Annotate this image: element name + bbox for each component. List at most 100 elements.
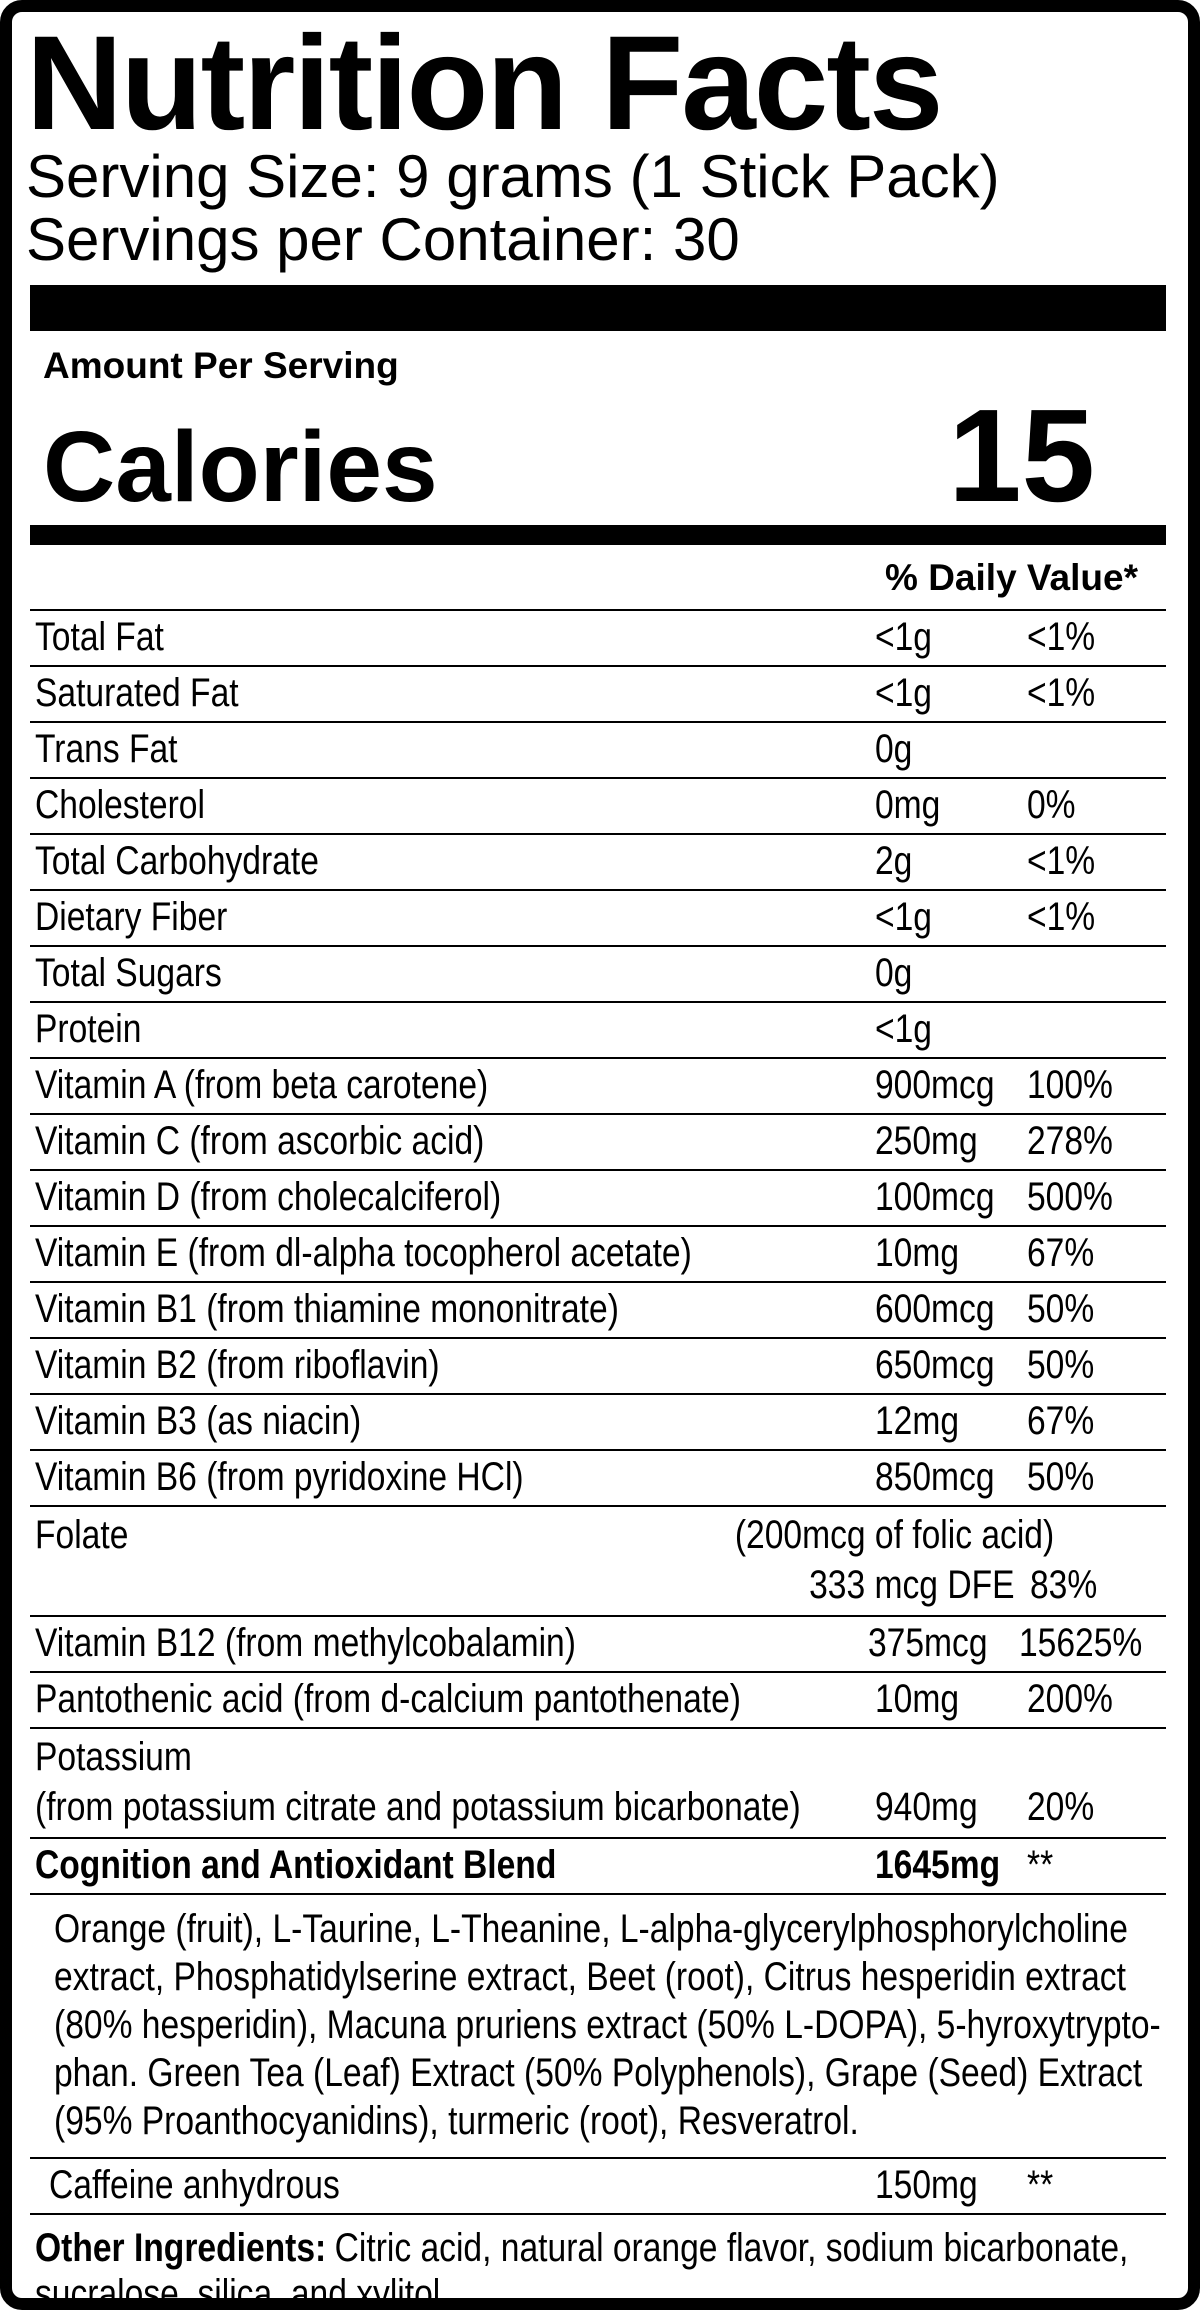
nutrient-name: Vitamin B12 (from methylcobalamin) (35, 1621, 576, 1666)
serving-size: Serving Size: 9 grams (1 Stick Pack) (26, 143, 1000, 211)
blend-ingredient-line: (80% hesperidin), Macuna pruriens extrac… (54, 2001, 1166, 2049)
nutrient-name: Trans Fat (35, 727, 178, 772)
nutrient-name: Dietary Fiber (35, 895, 228, 940)
nutrient-row: Cognition and Antioxidant Blend 1645mg ** (30, 1839, 1166, 1895)
nutrient-row: Trans Fat 0g (30, 723, 1166, 779)
nutrient-dv: 15625% (1019, 1621, 1143, 1666)
nutrient-amount: <1g (875, 1007, 933, 1052)
nutrient-dv (1027, 1007, 1166, 1052)
nutrient-dv: 278% (1027, 1119, 1113, 1164)
nutrient-note: (200mcg of folic acid) (734, 1513, 1054, 1558)
nutrient-amount: 12mg (875, 1399, 960, 1444)
nutrient-dv: 50% (1027, 1455, 1095, 1500)
nutrient-dv: <1% (1027, 895, 1096, 940)
nutrient-name: Vitamin D (from cholecalciferol) (35, 1175, 502, 1220)
nutrient-name: Total Fat (35, 615, 164, 660)
nutrient-dv: ** (1027, 2163, 1054, 2208)
nutrient-row: Total Fat <1g <1% (30, 611, 1166, 667)
nutrient-note: (from potassium citrate and potassium bi… (35, 1785, 801, 1830)
nutrient-name: Vitamin B2 (from riboflavin) (35, 1343, 440, 1388)
daily-value-header: % Daily Value* (30, 545, 1166, 611)
nutrient-amount: 850mcg (875, 1455, 995, 1500)
nutrient-name: Vitamin C (from ascorbic acid) (35, 1119, 485, 1164)
blend-ingredient-text: extract, Phosphatidylserine extract, Bee… (54, 1954, 1126, 1999)
nutrient-detail-line: (from potassium citrate and potassium bi… (35, 1783, 1166, 1833)
nutrient-amount: 900mcg (875, 1063, 995, 1108)
calories-label: Calories (43, 411, 438, 524)
nutrient-row: Total Carbohydrate 2g <1% (30, 835, 1166, 891)
nutrient-amount: 0mg (875, 783, 941, 828)
blend-ingredient-text: (95% Proanthocyanidins), turmeric (root)… (54, 2098, 859, 2143)
nutrient-dv: 200% (1027, 1677, 1113, 1722)
blend-ingredient-line: phan. Green Tea (Leaf) Extract (50% Poly… (54, 2049, 1166, 2097)
nutrient-dv: 67% (1027, 1399, 1095, 1444)
label-title: Nutrition Facts (26, 9, 943, 158)
nutrient-amount: 333 mcg DFE (809, 1563, 1015, 1608)
nutrient-rows: Total Fat <1g <1% Saturated Fat <1g <1% Trans … (30, 611, 1166, 2215)
nutrient-name: Vitamin E (from dl-alpha tocopherol acet… (35, 1231, 692, 1276)
nutrient-name: Potassium (35, 1735, 192, 1780)
nutrient-name: Total Sugars (35, 951, 222, 996)
nutrient-name: Pantothenic acid (from d-calcium pantoth… (35, 1677, 741, 1722)
nutrient-row: Cholesterol 0mg 0% (30, 779, 1166, 835)
nutrient-dv: 0% (1027, 783, 1076, 828)
blend-ingredients-paragraph: Orange (fruit), L-Taurine, L-Theanine, L… (30, 1895, 1166, 2159)
blend-ingredient-text: phan. Green Tea (Leaf) Extract (50% Poly… (54, 2050, 1143, 2095)
nutrient-amount: <1g (875, 671, 933, 716)
nutrient-row: Protein <1g (30, 1003, 1166, 1059)
servings-per-container: Servings per Container: 30 (26, 206, 740, 274)
nutrient-row: Pantothenic acid (from d-calcium pantoth… (30, 1673, 1166, 1729)
nutrient-name: Vitamin B1 (from thiamine mononitrate) (35, 1287, 619, 1332)
calories-value: 15 (948, 382, 1095, 530)
nutrient-dv: <1% (1027, 839, 1096, 884)
nutrient-row: Caffeine anhydrous 150mg ** (30, 2159, 1166, 2215)
nutrient-row: Vitamin D (from cholecalciferol) 100mcg 50… (30, 1171, 1166, 1227)
nutrient-name: Cholesterol (35, 783, 205, 828)
amount-per-serving-heading: Amount Per Serving (43, 345, 399, 387)
nutrient-dv: <1% (1027, 615, 1096, 660)
blend-ingredient-text: Orange (fruit), L-Taurine, L-Theanine, L… (54, 1906, 1128, 1951)
mid-divider-bar (30, 524, 1166, 545)
nutrient-dv: 500% (1027, 1175, 1113, 1220)
nutrient-row-potassium: Potassium (from potassium citrate and pot… (30, 1729, 1166, 1839)
nutrient-amount: 1645mg (875, 1843, 1001, 1888)
nutrient-amount: 150mg (875, 2163, 978, 2208)
nutrient-row: Vitamin B2 (from riboflavin) 650mcg 50% (30, 1339, 1166, 1395)
other-ingredients-block: Other Ingredients: Citric acid, natural o… (35, 2225, 1144, 2310)
nutrient-name-line: Potassium (35, 1733, 1166, 1783)
nutrient-row: Vitamin B3 (as niacin) 12mg 67% (30, 1395, 1166, 1451)
nutrient-amount: 250mg (875, 1119, 978, 1164)
nutrient-row: Total Sugars 0g (30, 947, 1166, 1003)
folate-line-2: 333 mcg DFE 83% (35, 1561, 1166, 1611)
nutrient-row-folate: Folate (200mcg of folic acid) 333 mcg DFE 8… (30, 1507, 1166, 1617)
nutrient-dv: 50% (1027, 1343, 1095, 1388)
nutrient-row: Vitamin C (from ascorbic acid) 250mg 278% (30, 1115, 1166, 1171)
nutrient-name: Caffeine anhydrous (49, 2163, 340, 2208)
nutrient-dv: 83% (1030, 1563, 1098, 1608)
nutrient-row: Vitamin A (from beta carotene) 900mcg 100% (30, 1059, 1166, 1115)
nutrient-row: Dietary Fiber <1g <1% (30, 891, 1166, 947)
nutrient-amount: 940mg (875, 1785, 978, 1830)
nutrient-name: Saturated Fat (35, 671, 239, 716)
nutrient-dv: ** (1027, 1843, 1054, 1888)
nutrient-name: Total Carbohydrate (35, 839, 319, 884)
nutrient-dv (1027, 727, 1166, 772)
nutrient-amount: 2g (875, 839, 913, 884)
nutrient-amount: 0g (875, 951, 913, 996)
other-ingredients-text: Citric acid, natural orange flavor, sodi… (35, 2225, 1129, 2310)
nutrient-dv: 100% (1027, 1063, 1113, 1108)
other-ingredients: Other Ingredients: Citric acid, natural o… (30, 2215, 1166, 2310)
nutrient-dv (1027, 951, 1166, 996)
nutrient-amount: 375mcg (868, 1621, 988, 1666)
nutrient-amount: 10mg (875, 1231, 960, 1276)
nutrient-dv: 20% (1027, 1785, 1095, 1830)
blend-ingredient-text: (80% hesperidin), Macuna pruriens extrac… (54, 2002, 1161, 2047)
nutrient-row: Vitamin B12 (from methylcobalamin) 375mcg… (30, 1617, 1166, 1673)
nutrient-amount: <1g (875, 895, 933, 940)
other-ingredients-label: Other Ingredients: (35, 2225, 327, 2270)
folate-line-1: Folate (200mcg of folic acid) (35, 1511, 1166, 1561)
blend-ingredient-line: (95% Proanthocyanidins), turmeric (root)… (54, 2097, 1166, 2145)
nutrient-amount: 100mcg (875, 1175, 995, 1220)
nutrient-dv: 67% (1027, 1231, 1095, 1276)
